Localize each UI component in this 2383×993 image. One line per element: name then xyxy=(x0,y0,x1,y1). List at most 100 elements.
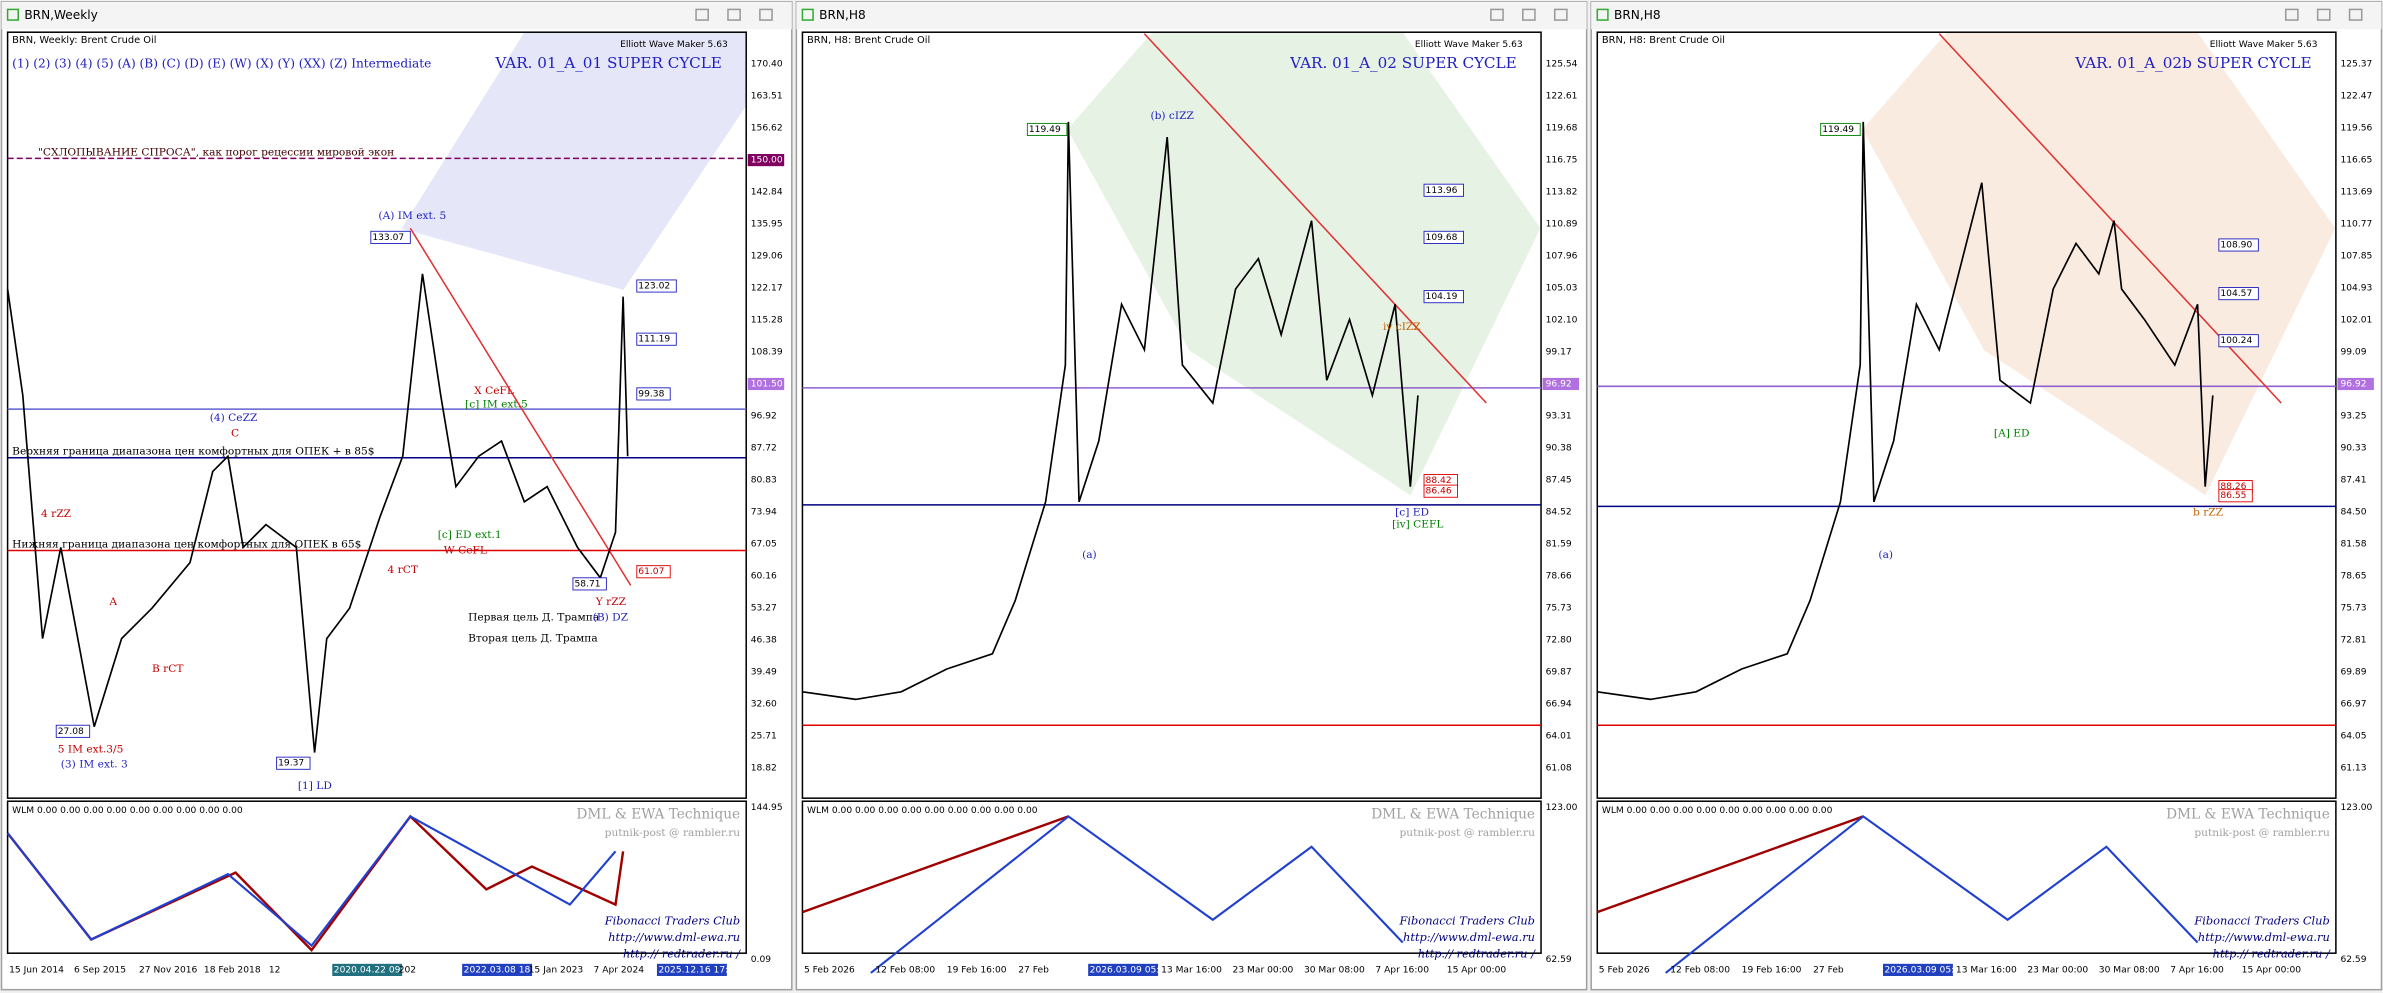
price-axis-label: 66.97 xyxy=(2340,699,2366,709)
wave-label: Вторая цель Д. Трампа xyxy=(468,632,598,645)
price-axis-label: 122.61 xyxy=(1546,92,1578,102)
maximize-button[interactable] xyxy=(2316,8,2331,21)
price-axis-label: 46.38 xyxy=(751,635,777,645)
time-axis-label: 2022.03.08 18:41 xyxy=(464,965,545,975)
link-text[interactable]: http:// redtrader.ru / xyxy=(1418,947,1536,961)
price-tag-label: 99.38 xyxy=(638,389,664,399)
price-axis-label: 108.39 xyxy=(751,347,783,357)
variant-label: VAR. 01_A_02 SUPER CYCLE xyxy=(1289,54,1517,72)
price-axis-label: 93.31 xyxy=(1546,411,1572,421)
link-text[interactable]: http:// redtrader.ru / xyxy=(623,947,741,961)
price-axis-label: 80.83 xyxy=(751,475,777,485)
maximize-button[interactable] xyxy=(727,8,741,21)
wave-label: Верхняя граница диапазона цен комфортных… xyxy=(12,445,374,458)
price-tag-label: 19.37 xyxy=(278,759,304,769)
price-tag xyxy=(1423,230,1464,244)
price-tag-label: 123.02 xyxy=(638,282,670,292)
minimize-button[interactable] xyxy=(1490,8,1504,21)
wave-label: B rCT xyxy=(152,662,183,675)
time-box xyxy=(1882,963,1953,976)
price-axis-label: 69.87 xyxy=(1546,667,1572,677)
price-tag-label: 61.07 xyxy=(638,567,664,577)
wave-label: [iv] CEFL xyxy=(1392,518,1443,531)
time-axis-label: 27 Feb xyxy=(1813,965,1844,975)
price-axis-label: 99.17 xyxy=(1546,347,1572,357)
price-axis-label: 53.27 xyxy=(751,603,777,613)
minimize-button[interactable] xyxy=(695,8,709,21)
close-button[interactable] xyxy=(2348,8,2363,21)
price-tag-label: 119.49 xyxy=(1822,125,1854,135)
close-button[interactable] xyxy=(1553,8,1568,21)
indicator-area xyxy=(6,800,747,954)
price-axis-label: 90.38 xyxy=(1546,443,1572,453)
price-tag-label: 86.46 xyxy=(1426,487,1452,497)
link-text[interactable]: http:// redtrader.ru / xyxy=(2213,947,2331,961)
price-axis-label: 67.05 xyxy=(751,539,777,549)
brand-text: DML & EWA Technique xyxy=(576,806,740,822)
link-text[interactable]: http://www.dml-ewa.ru xyxy=(1403,930,1535,944)
price-tag-label: 58.71 xyxy=(574,579,600,589)
time-axis-label: 30 Mar 08:00 xyxy=(1304,965,1365,975)
price-axis-label: 107.85 xyxy=(2340,252,2372,262)
time-box xyxy=(656,963,727,976)
price-tag-label: 119.49 xyxy=(1029,125,1061,135)
title-bar xyxy=(1591,1,2382,30)
price-axis-label: 116.65 xyxy=(2340,156,2372,166)
time-axis-label: 30 Mar 08:00 xyxy=(2099,965,2160,975)
chart-header: BRN, H8: Brent Crude Oil xyxy=(807,35,930,46)
time-axis-label: 5 Feb 2026 xyxy=(1599,965,1650,975)
price-tag-label: 104.19 xyxy=(1426,292,1458,302)
price-axis-label: 104.93 xyxy=(2340,284,2372,294)
indicator-red xyxy=(1596,815,1864,914)
wave-label: (4) CeZZ xyxy=(210,411,258,424)
time-axis-label: 202 xyxy=(399,965,416,975)
wave-label: 4 rZZ xyxy=(41,507,71,520)
price-axis-label: 90.33 xyxy=(2340,443,2366,453)
price-tag-label: 133.07 xyxy=(372,233,404,243)
price-axis-label: 122.17 xyxy=(751,284,783,294)
chart-window: BRN,H8 BRN, H8: Brent Crude Oil Elliott Wa… xyxy=(795,1,1588,991)
price-tag xyxy=(1423,183,1464,197)
time-axis-label: 18 Feb 2018 xyxy=(204,965,261,975)
wave-label: A xyxy=(108,595,117,608)
indicator-header: WLM 0.00 0.00 0.00 0.00 0.00 0.00 0.00 0… xyxy=(807,806,1038,816)
price-tag xyxy=(370,230,411,244)
wave-label: 4 rCT xyxy=(388,563,418,576)
wave-label: Первая цель Д. Трампа xyxy=(468,610,600,623)
time-axis-label: 15 Apr 00:00 xyxy=(2242,965,2302,975)
price-axis-label: 119.68 xyxy=(1546,124,1578,134)
price-axis-label: 32.60 xyxy=(751,699,777,709)
minimize-button[interactable] xyxy=(2284,8,2299,21)
wave-label: [c] ED xyxy=(1395,505,1429,518)
wave-label: [c] IM ext.5 xyxy=(465,398,528,411)
link-text: Fibonacci Traders Club xyxy=(2193,913,2329,927)
time-axis-label: 5 Feb 2026 xyxy=(804,965,855,975)
time-axis-label: 12 Feb 08:00 xyxy=(1670,965,1730,975)
title-bar xyxy=(1,1,792,30)
price-axis-label: 96.92 xyxy=(2340,379,2366,389)
time-box xyxy=(332,963,403,976)
time-axis-label: 6 Sep 2015 xyxy=(74,965,126,975)
wave-label: [c] ED ext.1 xyxy=(438,528,502,541)
indicator-blue xyxy=(1665,815,2199,974)
time-axis-label: 2026.03.09 05:33 xyxy=(1090,965,1172,975)
price-axis-label: 81.59 xyxy=(1546,539,1572,549)
brand-text: putnik-post @ rambler.ru xyxy=(605,826,741,839)
price-axis-label: 61.13 xyxy=(2340,763,2366,773)
window-title: BRN,Weekly xyxy=(24,8,98,22)
link-text[interactable]: http://www.dml-ewa.ru xyxy=(2198,930,2330,944)
maximize-button[interactable] xyxy=(1522,8,1536,21)
time-axis-label: 13 Mar 16:00 xyxy=(1161,965,1222,975)
price-axis-label: 87.41 xyxy=(2340,475,2366,485)
price-axis-label: 110.89 xyxy=(1546,220,1578,230)
price-box xyxy=(747,377,785,391)
price-tag-label: 86.55 xyxy=(2220,491,2246,501)
price-tag xyxy=(1026,122,1068,137)
close-button[interactable] xyxy=(759,8,773,21)
link-text[interactable]: http://www.dml-ewa.ru xyxy=(608,930,740,944)
price-axis-label: 75.73 xyxy=(2340,603,2366,613)
channel-fill xyxy=(401,32,746,290)
price-axis-label: 87.45 xyxy=(1546,475,1572,485)
